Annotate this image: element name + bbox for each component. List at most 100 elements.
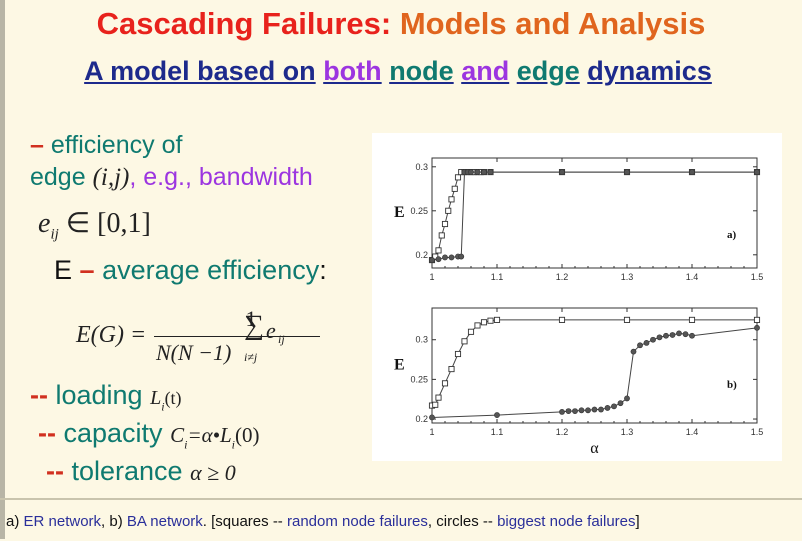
- data-point-square: [480, 319, 488, 326]
- loading-var: L: [150, 387, 162, 409]
- x-tick-label: 1.2: [556, 272, 569, 282]
- y-tick-label: 0.25: [410, 206, 428, 216]
- y-axis-label: E: [394, 357, 405, 374]
- data-point-circle: [617, 400, 624, 407]
- data-point-square: [441, 380, 449, 387]
- data-point-square: [454, 350, 462, 358]
- data-point-square: [448, 366, 455, 373]
- loading-line: -- loading Li(t): [30, 380, 182, 414]
- series-line-circle: [431, 327, 758, 418]
- data-point-square: [448, 196, 455, 203]
- x-tick-label: 1: [429, 427, 434, 437]
- x-tick-label: 1.1: [491, 272, 504, 282]
- data-point-circle: [656, 334, 663, 341]
- data-point-circle: [754, 169, 760, 175]
- capacity-rest: =α•L: [187, 423, 232, 447]
- subtitle-word-both: both: [323, 56, 382, 86]
- x-tick-label: 1.1: [491, 427, 504, 437]
- formula-denominator: N(N −1): [156, 340, 232, 365]
- x-tick-label: 1.5: [751, 427, 764, 437]
- title-part-1: Cascading Failures:: [96, 6, 392, 41]
- y-tick-label: 0.3: [415, 335, 428, 345]
- series-line-square: [431, 319, 757, 407]
- tolerance-formula: α ≥ 0: [190, 460, 236, 485]
- data-point-square: [688, 316, 696, 323]
- y-tick-label: 0.2: [415, 414, 428, 424]
- figure-svg: 1 1.1 1.2 1.3 1.4 1.5 0.2 0.25 0.3 Ea) 1 1.1 1.2 1.3 1…: [394, 157, 764, 457]
- formula-e-sub: ij: [278, 332, 285, 346]
- x-tick-label: 1.2: [556, 427, 569, 437]
- data-point-square: [493, 316, 501, 323]
- data-point-square: [435, 247, 442, 254]
- capacity-L-sub: i: [231, 437, 236, 452]
- x-tick-label: 1.4: [686, 427, 699, 437]
- x-axis-label: α: [590, 440, 599, 457]
- data-point-circle: [650, 336, 656, 343]
- tolerance-line: -- tolerance α ≥ 0: [46, 456, 236, 487]
- data-point-circle: [611, 403, 617, 410]
- subtitle-word-node: node: [389, 56, 454, 86]
- loading-dash: --: [30, 380, 48, 410]
- data-point-circle: [565, 408, 572, 415]
- title-part-2: Models and Analysis: [399, 6, 706, 41]
- data-point-square: [487, 317, 494, 324]
- data-point-circle: [572, 408, 578, 415]
- eij-range-formula: eij ∈ [0,1]: [38, 206, 151, 244]
- y-axis-label: E: [394, 204, 405, 221]
- data-point-circle: [429, 257, 435, 263]
- E-symbol: E: [54, 255, 73, 285]
- footer-a-label: a): [6, 513, 20, 530]
- data-point-circle: [669, 332, 676, 338]
- capacity-dash: --: [38, 418, 56, 448]
- formula-e: e: [266, 318, 276, 343]
- data-point-circle: [494, 412, 500, 418]
- data-point-circle: [458, 253, 465, 260]
- left-edge-bar: [0, 0, 5, 539]
- data-point-circle: [448, 254, 455, 261]
- loading-var-sub: i: [161, 399, 165, 414]
- data-point-square: [432, 401, 439, 408]
- data-point-square: [438, 232, 445, 239]
- loading-text: loading: [55, 380, 143, 410]
- footer-bracket-close: ]: [635, 513, 640, 530]
- capacity-text: capacity: [63, 418, 163, 448]
- slide-title: Cascading Failures: Models and Analysis: [0, 6, 802, 42]
- data-point-circle: [578, 407, 585, 414]
- data-point-square: [441, 220, 449, 228]
- data-point-circle: [598, 406, 604, 413]
- edge-word: edge: [30, 163, 86, 191]
- x-tick-label: 1: [429, 272, 434, 282]
- eij-range: ∈ [0,1]: [65, 208, 151, 239]
- data-point-circle: [481, 169, 487, 175]
- data-point-circle: [663, 332, 669, 339]
- subtitle-word-and: and: [461, 56, 510, 86]
- data-point-circle: [487, 169, 494, 175]
- data-point-square: [435, 394, 442, 401]
- data-point-circle: [604, 405, 611, 411]
- series-line-circle: [431, 171, 757, 261]
- data-point-square: [474, 322, 481, 329]
- data-point-circle: [624, 395, 630, 402]
- data-point-circle: [689, 169, 695, 175]
- capacity-end: (0): [235, 423, 260, 447]
- footer-er-network: ER network: [23, 513, 102, 530]
- E-text: average efficiency: [102, 255, 320, 285]
- footer-bracket-open: . [squares --: [202, 513, 283, 530]
- E-dash: –: [79, 255, 95, 285]
- formula-numerator: 1: [245, 306, 257, 331]
- data-point-circle: [682, 331, 689, 338]
- average-efficiency-line: E – average efficiency:: [54, 255, 327, 286]
- E-colon: :: [319, 255, 327, 285]
- efficiency-line-1: – efficiency of: [30, 131, 182, 160]
- data-point-square: [558, 316, 566, 323]
- data-point-square: [451, 185, 458, 192]
- formula-sum-sub: i≠j: [244, 350, 258, 364]
- data-point-circle: [689, 332, 695, 339]
- data-point-circle: [676, 330, 682, 337]
- formula-sum: ∑: [244, 310, 264, 341]
- tolerance-dash: --: [46, 456, 64, 486]
- capacity-line: -- capacity Ci=α•Li(0): [38, 418, 260, 452]
- y-tick-label: 0.2: [415, 250, 428, 260]
- x-tick-label: 1.3: [621, 272, 634, 282]
- data-point-circle: [559, 169, 565, 175]
